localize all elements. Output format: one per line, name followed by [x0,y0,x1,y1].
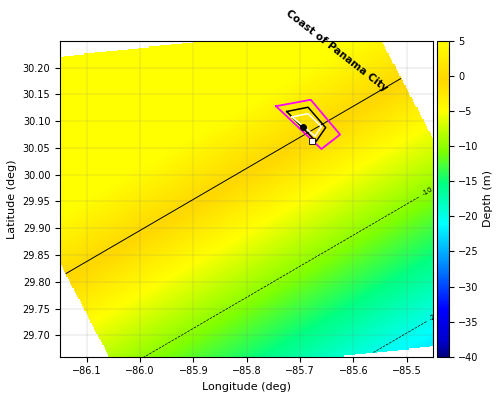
Y-axis label: Latitude (deg): Latitude (deg) [7,159,17,239]
Text: -10: -10 [422,186,434,198]
Text: Coast of Panama City: Coast of Panama City [284,8,390,94]
X-axis label: Longitude (deg): Longitude (deg) [202,382,291,392]
Text: -20: -20 [428,311,442,322]
Y-axis label: Depth (m): Depth (m) [483,170,493,227]
